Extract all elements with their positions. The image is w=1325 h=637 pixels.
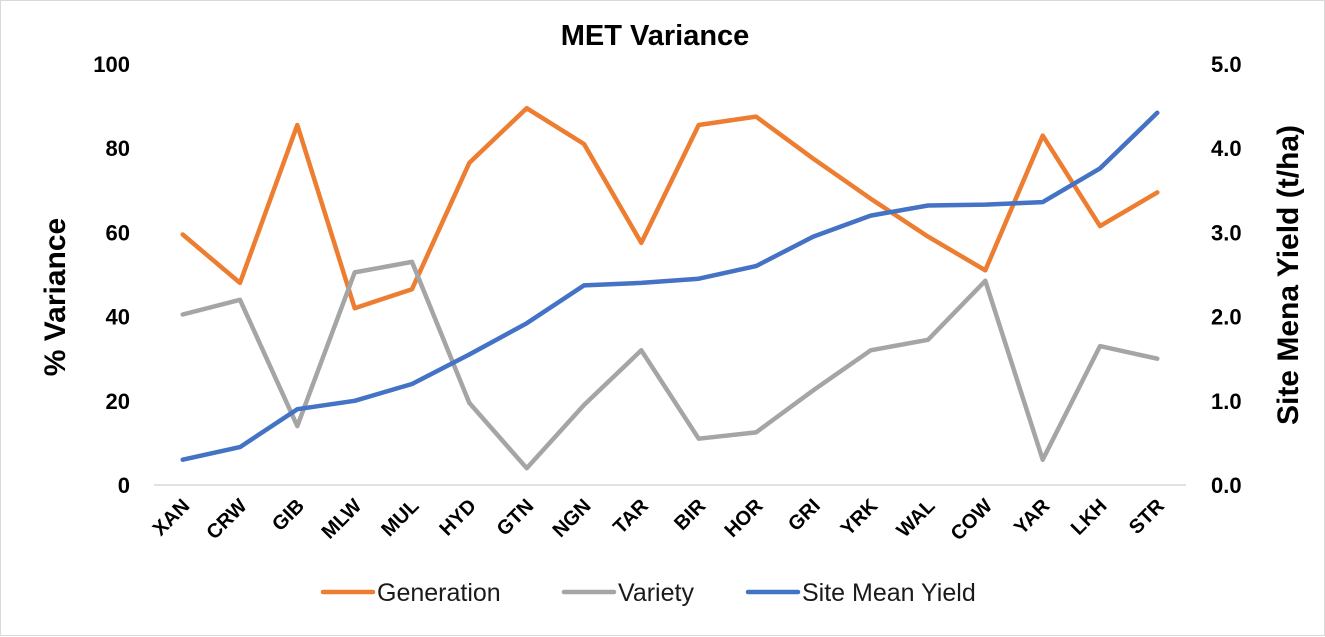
chart-title: MET Variance [561,20,750,52]
series-line-generation [183,108,1158,308]
x-category-label: LKH [1067,495,1112,540]
y-tick-label: 20 [106,389,130,414]
x-category-label: STR [1125,495,1169,539]
y-tick-label: 0 [118,473,130,498]
series-line-site-mean-yield [183,113,1158,460]
x-category-label: YAR [1010,495,1055,540]
y2-tick-label: 3.0 [1211,220,1242,245]
legend-label-generation: Generation [377,579,501,607]
y-tick-label: 60 [106,220,130,245]
legend-label-site-mean-yield: Site Mean Yield [802,579,976,607]
x-category-label: MUL [377,495,423,541]
x-category-label: XAN [149,495,194,540]
y2-tick-label: 4.0 [1211,136,1242,161]
x-category-label: NGN [549,495,596,542]
x-category-label: BIR [670,495,710,535]
y-axis-title: % Variance [39,218,72,376]
x-category-label: COW [947,495,997,545]
x-category-label: YRK [837,495,883,541]
x-category-label: HYD [435,495,480,540]
x-category-label: HOR [721,495,768,542]
x-category-label: MLW [318,495,367,544]
y2-tick-label: 1.0 [1211,389,1242,414]
x-category-label: GTN [493,495,538,540]
y-tick-label: 80 [106,136,130,161]
x-category-label: WAL [893,495,940,542]
y-tick-label: 100 [93,52,130,77]
x-category-label: TAR [609,495,653,539]
series-group [183,108,1158,468]
y-tick-label: 40 [106,305,130,330]
legend-label-variety: Variety [618,579,694,607]
series-line-variety [183,262,1158,468]
y2-tick-label: 0.0 [1211,473,1242,498]
x-category-label: GIB [268,495,309,536]
y2-tick-label: 2.0 [1211,305,1242,330]
x-category-label: CRW [202,495,251,544]
y2-tick-label: 5.0 [1211,52,1242,77]
x-category-label: GRI [784,495,825,536]
y2-axis-ticks: 0.0 1.0 2.0 3.0 4.0 5.0 [1211,52,1242,498]
y-axis-ticks: 0 20 40 60 80 100 [93,52,130,498]
legend: Generation Variety Site Mean Yield [323,579,976,607]
y2-axis-title: Site Mena Yield (t/ha) [1272,125,1305,425]
